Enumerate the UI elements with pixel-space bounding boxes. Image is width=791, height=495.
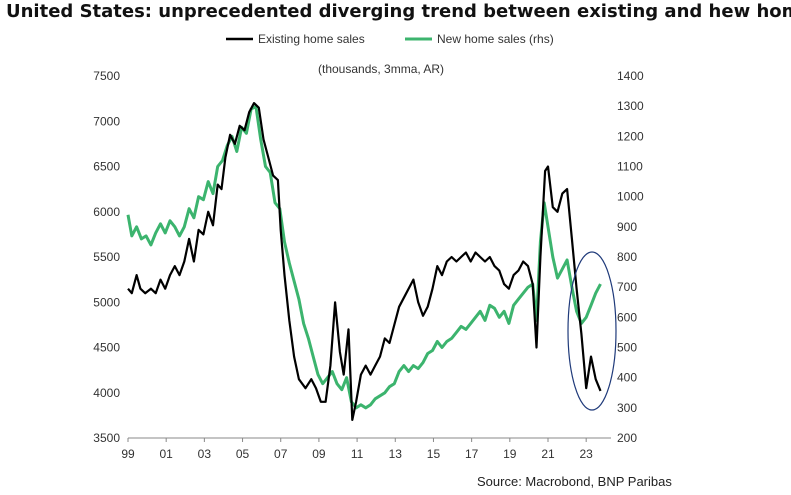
right-tick-label: 500 (617, 341, 637, 355)
right-tick-label: 700 (617, 280, 637, 294)
right-tick-label: 1100 (617, 160, 643, 174)
x-tick-label: 05 (236, 447, 250, 461)
source-note: Source: Macrobond, BNP Paribas (477, 474, 672, 489)
x-tick-label: 19 (503, 447, 517, 461)
series-line-new-home-sales (126, 104, 602, 410)
right-tick-label: 1300 (617, 99, 644, 113)
x-tick-label: 15 (427, 447, 441, 461)
left-axis-ticks: 3500 4000 4500 5000 5500 6000 6500 7000 7500 (93, 69, 120, 445)
chart-title: United States: unprecedented diverging t… (6, 1, 791, 22)
x-tick-label: 17 (465, 447, 479, 461)
left-tick-label: 5000 (93, 295, 120, 309)
right-tick-label: 900 (617, 220, 637, 234)
left-tick-label: 3500 (93, 431, 120, 445)
right-axis-ticks: 200 300 400 500 600 700 800 900 1000 1100 1200 1300… (617, 69, 644, 445)
right-tick-label: 1000 (617, 190, 644, 204)
x-tick-label: 01 (160, 447, 174, 461)
x-tick-label: 23 (580, 447, 594, 461)
x-tick-label: 99 (121, 447, 135, 461)
x-tick-label: 11 (351, 447, 364, 461)
x-tick-label: 07 (274, 447, 288, 461)
right-tick-label: 200 (617, 431, 637, 445)
legend-label-new: New home sales (rhs) (437, 32, 554, 46)
right-tick-label: 400 (617, 371, 637, 385)
left-tick-label: 4000 (93, 386, 120, 400)
legend: Existing home sales New home sales (rhs) (226, 32, 554, 46)
right-tick-label: 300 (617, 401, 637, 415)
legend-label-existing: Existing home sales (258, 32, 365, 46)
left-tick-label: 6000 (93, 205, 120, 219)
left-tick-label: 4500 (93, 341, 120, 355)
right-tick-label: 1400 (617, 69, 644, 83)
x-axis-ticks: 99 01 03 05 07 09 11 13 15 17 19 21 23 (121, 438, 593, 461)
x-tick-label: 09 (312, 447, 326, 461)
left-tick-label: 6500 (93, 160, 120, 174)
series-line-existing-home-sales (127, 102, 602, 421)
right-tick-label: 800 (617, 250, 637, 264)
chart-subtitle: (thousands, 3mma, AR) (318, 62, 444, 76)
highlight-ellipse (567, 251, 617, 411)
x-tick-label: 03 (198, 447, 212, 461)
right-tick-label: 1200 (617, 129, 644, 143)
right-tick-label: 600 (617, 310, 637, 324)
left-tick-label: 7000 (93, 114, 120, 128)
x-tick-label: 13 (389, 447, 403, 461)
x-tick-label: 21 (541, 447, 555, 461)
left-tick-label: 5500 (93, 250, 120, 264)
left-tick-label: 7500 (93, 69, 120, 83)
